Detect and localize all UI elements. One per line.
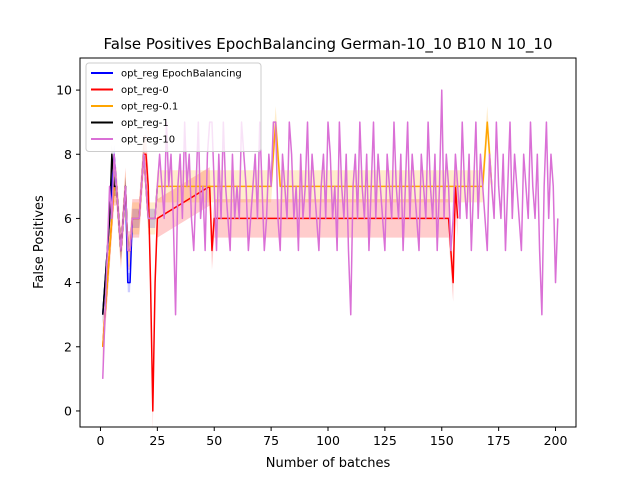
chart-title: False Positives EpochBalancing German-10…	[103, 35, 552, 54]
legend: opt_reg EpochBalancing opt_reg-0 opt_reg-0…	[85, 62, 262, 152]
x-tick-label: 50	[206, 433, 222, 448]
x-tick-label: 100	[316, 433, 340, 448]
y-tick-label: 6	[64, 211, 72, 226]
x-axis-ticks: 0 25 50 75 100 125 150 175 200	[97, 427, 568, 448]
y-tick-label: 8	[64, 147, 72, 162]
legend-label-1: opt_reg-0	[121, 85, 169, 96]
y-tick-label: 10	[56, 83, 72, 98]
x-tick-label: 0	[97, 433, 105, 448]
legend-label-0: opt_reg EpochBalancing	[121, 69, 242, 80]
legend-label-4: opt_reg-10	[121, 135, 175, 146]
y-axis-ticks: 0 2 4 6 8 10	[56, 83, 80, 418]
y-tick-label: 2	[64, 339, 72, 354]
legend-label-2: opt_reg-0.1	[121, 102, 178, 113]
x-tick-label: 75	[263, 433, 279, 448]
x-axis-label: Number of batches	[266, 456, 391, 471]
legend-box	[85, 62, 262, 152]
x-tick-label: 175	[487, 433, 511, 448]
legend-label-3: opt_reg-1	[121, 118, 169, 129]
series-lines	[102, 89, 559, 412]
y-tick-label: 4	[64, 275, 72, 290]
line-series-4	[102, 89, 559, 379]
x-tick-label: 25	[149, 433, 165, 448]
y-axis-label: False Positives	[32, 195, 47, 289]
x-tick-label: 125	[373, 433, 397, 448]
x-tick-label: 200	[544, 433, 568, 448]
y-tick-label: 0	[64, 403, 72, 418]
x-tick-label: 150	[430, 433, 454, 448]
